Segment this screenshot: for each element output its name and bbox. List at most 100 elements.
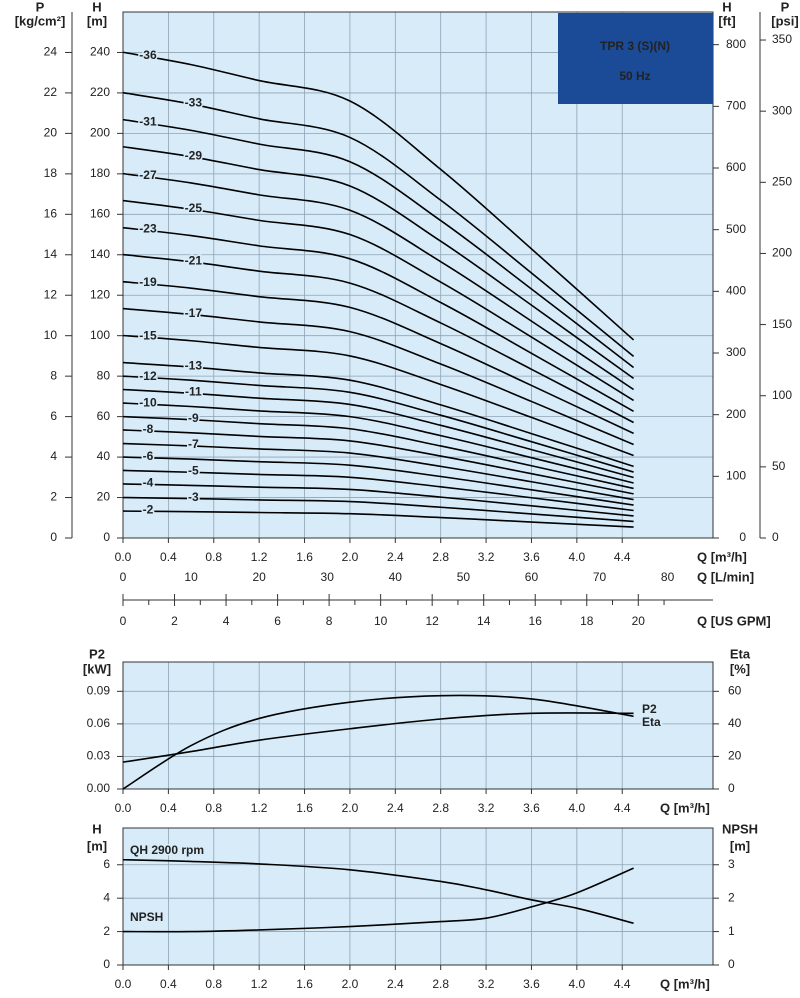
x-tick-label: 2.0 bbox=[342, 801, 359, 815]
secondary-tick-label: 6 bbox=[50, 409, 57, 423]
x-tick-label: 3.2 bbox=[478, 977, 495, 991]
secondary-tick-label: 0 bbox=[772, 530, 779, 544]
y2-tick-label: 1 bbox=[728, 924, 735, 938]
curve bbox=[122, 388, 634, 479]
y2-axis-unit: [m] bbox=[730, 838, 750, 853]
curve bbox=[122, 280, 634, 435]
secondary-tick-label: 100 bbox=[772, 388, 792, 402]
x-tick-label: 4.4 bbox=[614, 977, 631, 991]
curve bbox=[122, 226, 634, 413]
secondary-tick-label: 8 bbox=[50, 368, 57, 382]
y2-tick-label: 0 bbox=[728, 781, 735, 795]
series-label: -17 bbox=[185, 306, 203, 320]
x-tick-label: 2.0 bbox=[342, 550, 359, 564]
y-axis-unit: [m] bbox=[87, 838, 107, 853]
secondary-tick-label: 20 bbox=[44, 126, 58, 140]
secondary-x-tick-label: 50 bbox=[457, 570, 471, 584]
series-label: -33 bbox=[185, 96, 203, 110]
y2-tick-label: 3 bbox=[728, 857, 735, 871]
y-tick-label: 2 bbox=[103, 924, 110, 938]
curve bbox=[122, 469, 634, 512]
title-box bbox=[558, 13, 713, 104]
y-tick-label: 0 bbox=[103, 530, 110, 544]
y-tick-label: 40 bbox=[97, 449, 111, 463]
curve bbox=[122, 51, 635, 341]
x-tick-label: 4.0 bbox=[569, 550, 586, 564]
y-tick-label: 240 bbox=[90, 45, 110, 59]
y-axis-title: H bbox=[92, 821, 101, 836]
x-tick-label: 2.8 bbox=[432, 550, 449, 564]
y2-tick-label: 0 bbox=[728, 957, 735, 971]
secondary-tick-label: 500 bbox=[726, 222, 746, 236]
curve bbox=[122, 199, 634, 402]
secondary-tick-label: 600 bbox=[726, 160, 746, 174]
y-tick-label: 80 bbox=[97, 368, 111, 382]
plot-border bbox=[122, 11, 714, 539]
x-tick-label: 0.4 bbox=[160, 977, 177, 991]
secondary-tick-label: 300 bbox=[772, 103, 792, 117]
secondary-tick-label: 50 bbox=[772, 459, 786, 473]
series-label: -23 bbox=[139, 222, 157, 236]
x-tick-label: 2.4 bbox=[387, 977, 404, 991]
curve bbox=[122, 253, 634, 424]
series-label: -25 bbox=[185, 201, 203, 215]
x-tick-label: 1.2 bbox=[251, 977, 268, 991]
series-label: NPSH bbox=[130, 910, 163, 924]
secondary-tick-label: 100 bbox=[726, 469, 746, 483]
series-label: -10 bbox=[139, 395, 157, 409]
secondary-tick-label: 0 bbox=[739, 530, 746, 544]
curve bbox=[122, 496, 634, 523]
curve bbox=[122, 91, 635, 357]
series-label: -19 bbox=[139, 275, 157, 289]
secondary-tick-label: 400 bbox=[726, 284, 746, 298]
secondary-axis-unit: [psi] bbox=[771, 13, 798, 28]
secondary-tick-label: 18 bbox=[44, 166, 58, 180]
x-tick-label: 0.8 bbox=[205, 977, 222, 991]
y-tick-label: 140 bbox=[90, 247, 110, 261]
series-label: -29 bbox=[185, 148, 203, 162]
secondary-x-tick-label: 70 bbox=[593, 570, 607, 584]
secondary-x-tick-label: 12 bbox=[425, 614, 439, 628]
secondary-tick-label: 150 bbox=[772, 317, 792, 331]
x-tick-label: 2.8 bbox=[432, 801, 449, 815]
x-tick-label: 1.6 bbox=[296, 977, 313, 991]
y-axis-unit: [kW] bbox=[83, 661, 111, 676]
secondary-x-tick-label: 14 bbox=[477, 614, 491, 628]
plot-area bbox=[123, 662, 713, 789]
plot-area bbox=[123, 828, 713, 965]
secondary-tick-label: 700 bbox=[726, 99, 746, 113]
x-tick-label: 1.2 bbox=[251, 550, 268, 564]
secondary-tick-label: 300 bbox=[726, 345, 746, 359]
plot-border bbox=[122, 661, 714, 790]
x-tick-label: 3.6 bbox=[523, 550, 540, 564]
secondary-x-tick-label: 10 bbox=[184, 570, 198, 584]
series-label: -2 bbox=[143, 502, 154, 516]
series-label: -3 bbox=[188, 490, 199, 504]
y-axis-title: H bbox=[92, 0, 101, 14]
series-label: -15 bbox=[139, 329, 157, 343]
x-tick-label: 1.2 bbox=[251, 801, 268, 815]
x-tick-label: 0.0 bbox=[115, 977, 132, 991]
y-tick-label: 0.06 bbox=[87, 716, 111, 730]
y-axis-title: P2 bbox=[89, 646, 105, 661]
curve bbox=[122, 415, 634, 490]
secondary-x-tick-label: 0 bbox=[120, 570, 127, 584]
series-label: -36 bbox=[139, 48, 157, 62]
curve bbox=[122, 172, 635, 391]
secondary-axis-title: P bbox=[781, 0, 790, 14]
x-tick-label: 4.0 bbox=[569, 977, 586, 991]
y-axis-unit: [m] bbox=[87, 13, 107, 28]
y-tick-label: 4 bbox=[103, 890, 110, 904]
series-label: P2 bbox=[642, 702, 657, 716]
series-label: -21 bbox=[185, 253, 203, 267]
series-label: -8 bbox=[143, 422, 154, 436]
series-label: -9 bbox=[188, 411, 199, 425]
curve bbox=[122, 375, 634, 473]
curve bbox=[122, 402, 634, 484]
x-tick-label: 4.0 bbox=[569, 801, 586, 815]
secondary-x-tick-label: 0 bbox=[120, 614, 127, 628]
secondary-x-tick-label: 4 bbox=[223, 614, 230, 628]
y-tick-label: 200 bbox=[90, 126, 110, 140]
secondary-tick-label: 800 bbox=[726, 37, 746, 51]
